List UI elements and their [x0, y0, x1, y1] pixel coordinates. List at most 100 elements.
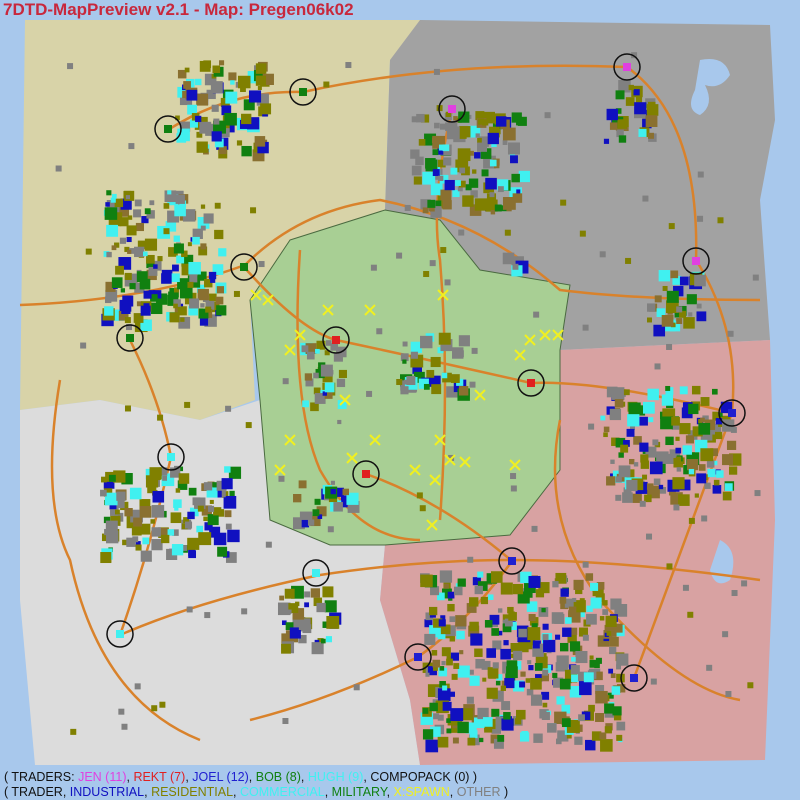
poi [141, 216, 149, 224]
trader-marker [126, 334, 134, 342]
poi [477, 571, 484, 578]
poi [542, 623, 549, 630]
spawn-x-icon [552, 329, 564, 341]
poi-other [673, 504, 680, 511]
poi [298, 480, 307, 489]
poi [161, 273, 172, 284]
poi [120, 288, 126, 293]
poi [284, 588, 295, 599]
poi [633, 89, 640, 96]
poi [596, 581, 605, 590]
poi [574, 736, 583, 745]
poi [122, 539, 128, 546]
poi [658, 484, 664, 490]
poi [189, 298, 200, 309]
poi [559, 642, 569, 652]
poi [316, 602, 326, 613]
poi [712, 411, 722, 421]
poi [257, 86, 262, 91]
poi [325, 636, 333, 643]
poi-other [451, 673, 458, 680]
poi-other [646, 533, 653, 540]
legend-compopack: COMPOPACK (0) [370, 770, 470, 784]
poi [452, 347, 464, 359]
poi [469, 621, 479, 632]
poi [615, 90, 625, 100]
poi [496, 674, 503, 681]
poi [552, 672, 558, 678]
legend-close: ) [500, 785, 509, 799]
poi [626, 479, 638, 492]
poi [486, 648, 497, 658]
poi [474, 198, 488, 211]
poi-other [376, 328, 383, 335]
poi [568, 612, 573, 617]
poi-other [668, 223, 675, 230]
poi [200, 303, 205, 308]
trader-marker [414, 653, 422, 661]
poi [639, 416, 648, 426]
poi [310, 588, 321, 598]
poi [195, 78, 202, 86]
road [249, 472, 514, 722]
poi [164, 190, 177, 203]
poi [200, 225, 206, 231]
poi [700, 429, 713, 441]
poi-other [323, 81, 330, 88]
poi [506, 660, 518, 671]
spawn-x-icon [339, 394, 351, 406]
poi [304, 602, 310, 608]
poi [229, 490, 235, 497]
poi [484, 620, 493, 628]
poi [221, 105, 232, 116]
poi-other [187, 281, 194, 288]
poi [466, 696, 474, 704]
poi [452, 189, 460, 198]
poi [192, 236, 200, 245]
poi [694, 274, 706, 287]
poi [501, 718, 514, 731]
trader-marker [116, 630, 124, 638]
poi [133, 517, 143, 527]
spawn-x-icon [284, 434, 296, 446]
poi [427, 199, 436, 208]
poi [578, 671, 588, 682]
poi [212, 264, 224, 275]
poi [688, 403, 699, 415]
poi [313, 372, 319, 379]
poi [166, 548, 178, 561]
poi [497, 186, 504, 193]
poi [406, 376, 416, 385]
poi [330, 488, 336, 495]
poi [642, 474, 648, 480]
poi [616, 664, 622, 670]
poi-other [419, 505, 426, 512]
poi [555, 634, 561, 640]
poi-other [433, 713, 440, 720]
poi-other [433, 68, 440, 75]
poi [403, 379, 409, 385]
poi [133, 209, 142, 218]
poi [555, 738, 562, 745]
poi [169, 288, 179, 298]
poi [702, 415, 709, 422]
poi [347, 501, 360, 513]
poi-other [582, 561, 589, 568]
poi [560, 588, 569, 597]
poi [109, 502, 117, 510]
poi [254, 136, 266, 147]
trader-circle-icon [302, 559, 330, 587]
poi [433, 665, 438, 671]
poi [298, 618, 311, 630]
poi [656, 451, 669, 464]
poi [310, 402, 319, 412]
poi [486, 193, 497, 203]
poi [560, 601, 569, 610]
poi [430, 726, 441, 738]
poi [491, 141, 497, 148]
poi [461, 166, 470, 176]
poi [421, 114, 430, 123]
spawn-x-icon [322, 304, 334, 316]
poi [148, 266, 158, 276]
